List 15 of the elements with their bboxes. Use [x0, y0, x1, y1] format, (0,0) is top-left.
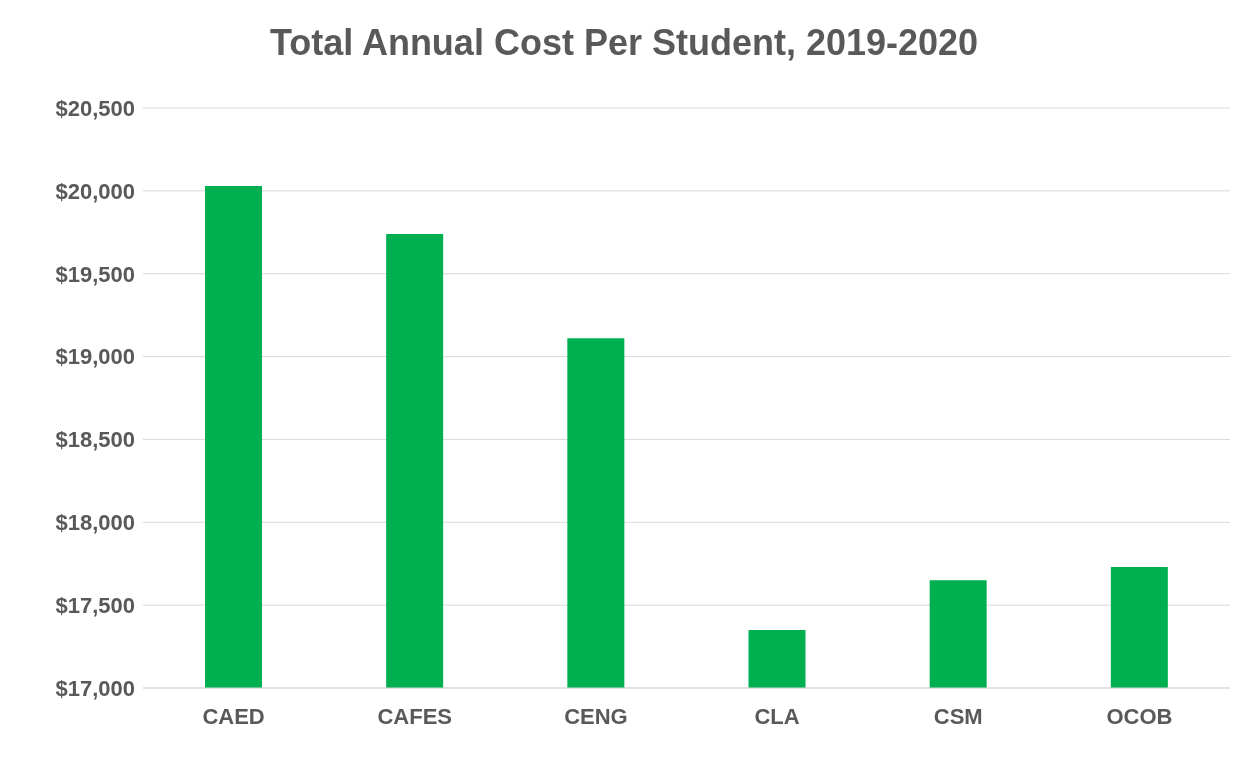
x-tick-label: CENG [564, 703, 628, 729]
y-tick-label: $20,500 [55, 95, 135, 121]
chart-title: Total Annual Cost Per Student, 2019-2020 [268, 21, 980, 65]
x-tick-label: CAED [202, 703, 265, 729]
y-tick-label: $19,500 [55, 261, 135, 287]
y-tick-label: $17,000 [55, 675, 135, 701]
x-tick-label: CAFES [377, 703, 453, 729]
x-tick-label: CSM [933, 703, 983, 729]
x-tick-label: CLA [754, 703, 800, 729]
y-tick-label: $18,000 [55, 510, 135, 536]
y-tick-label: $17,500 [55, 592, 135, 618]
y-tick-label: $18,500 [55, 427, 135, 453]
y-tick-label: $19,000 [55, 344, 135, 370]
x-tick-label: OCOB [1106, 703, 1173, 729]
y-tick-label: $20,000 [55, 178, 135, 204]
